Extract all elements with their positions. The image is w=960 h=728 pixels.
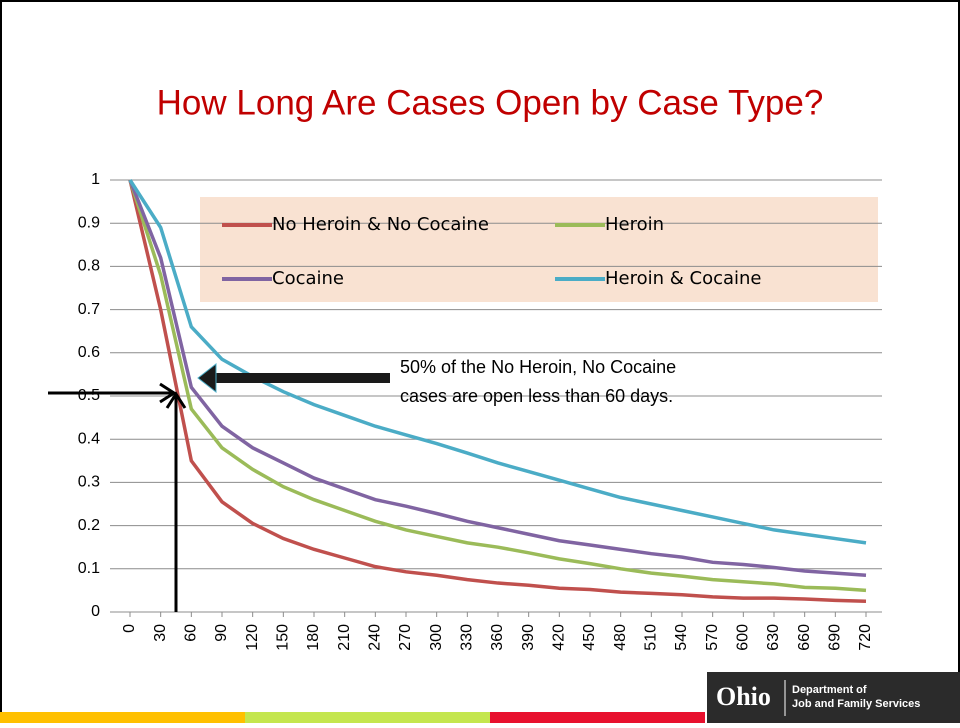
y-tick-label: 0 bbox=[91, 603, 100, 620]
logo-box bbox=[707, 672, 960, 723]
x-tick-label: 510 bbox=[643, 624, 660, 651]
series-line bbox=[128, 179, 867, 603]
footer-bar bbox=[490, 712, 705, 723]
logo: Ohio bbox=[716, 682, 771, 711]
callout-arrow-head bbox=[197, 362, 217, 394]
y-tick-label: 0.6 bbox=[78, 344, 100, 361]
x-tick-label: 60 bbox=[183, 624, 200, 642]
x-tick-label: 420 bbox=[551, 624, 568, 651]
x-tick-label: 600 bbox=[735, 624, 752, 651]
x-tick-label: 30 bbox=[152, 624, 169, 642]
legend-label: No Heroin & No Cocaine bbox=[272, 214, 489, 235]
x-tick-label: 330 bbox=[459, 624, 476, 651]
x-tick-label: 390 bbox=[520, 624, 537, 651]
x-tick-label: 570 bbox=[704, 624, 721, 651]
y-tick-label: 0.2 bbox=[78, 517, 100, 534]
x-tick-label: 300 bbox=[428, 624, 445, 651]
x-tick-label: 210 bbox=[336, 624, 353, 651]
legend-label: Heroin bbox=[605, 214, 664, 235]
x-tick-label: 270 bbox=[397, 624, 414, 651]
legend-box bbox=[200, 197, 878, 302]
x-tick-label: 0 bbox=[121, 624, 138, 633]
x-tick-label: 720 bbox=[857, 624, 874, 651]
y-tick-label: 0.5 bbox=[78, 387, 100, 404]
x-tick-label: 120 bbox=[244, 624, 261, 651]
x-tick-label: 450 bbox=[581, 624, 598, 651]
footer-bar bbox=[0, 712, 245, 723]
x-tick-label: 480 bbox=[612, 624, 629, 651]
x-tick-label: 90 bbox=[213, 624, 230, 642]
y-tick-label: 1 bbox=[91, 171, 100, 188]
x-tick-label: 630 bbox=[765, 624, 782, 651]
footer-bar bbox=[245, 712, 490, 723]
y-tick-label: 0.4 bbox=[78, 430, 100, 447]
x-tick-label: 660 bbox=[796, 624, 813, 651]
annotation: cases are open less than 60 days. bbox=[400, 386, 673, 406]
x-tick-label: 360 bbox=[489, 624, 506, 651]
y-tick-label: 0.1 bbox=[78, 560, 100, 577]
department: Department of bbox=[792, 684, 867, 696]
y-tick-label: 0.8 bbox=[78, 258, 100, 275]
chart-title: How Long Are Cases Open by Case Type? bbox=[157, 83, 824, 122]
guide-arrow-head bbox=[165, 391, 187, 409]
x-tick-label: 690 bbox=[827, 624, 844, 651]
legend-label: Cocaine bbox=[272, 268, 344, 289]
series-line bbox=[128, 179, 867, 593]
y-tick-label: 0.7 bbox=[78, 301, 100, 318]
series-line bbox=[128, 179, 867, 578]
x-tick-label: 240 bbox=[367, 624, 384, 651]
guide-arrow-head bbox=[159, 382, 177, 404]
x-tick-label: 150 bbox=[275, 624, 292, 651]
y-tick-label: 0.3 bbox=[78, 474, 100, 491]
x-tick-label: 540 bbox=[673, 624, 690, 651]
x-tick-label: 180 bbox=[305, 624, 322, 651]
department: Job and Family Services bbox=[792, 698, 920, 710]
legend-label: Heroin & Cocaine bbox=[605, 268, 762, 289]
y-tick-label: 0.9 bbox=[78, 214, 100, 231]
annotation: 50% of the No Heroin, No Cocaine bbox=[400, 357, 676, 377]
